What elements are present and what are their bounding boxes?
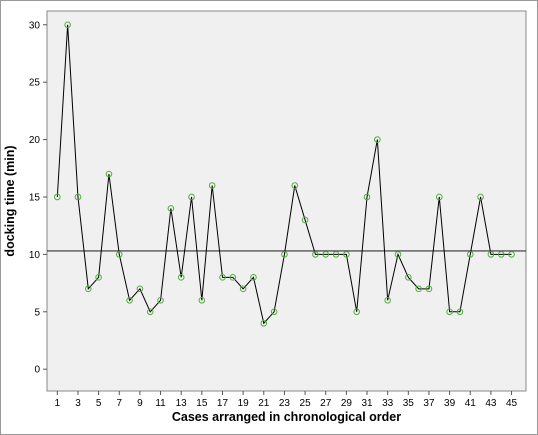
y-tick-label: 0 <box>34 365 40 376</box>
data-point <box>394 251 402 258</box>
x-tick-label: 25 <box>300 398 312 409</box>
y-tick-label: 20 <box>29 135 41 146</box>
data-point <box>84 285 92 293</box>
data-point <box>332 251 340 258</box>
data-point <box>466 251 474 258</box>
data-point <box>177 274 185 281</box>
data-point <box>115 251 123 258</box>
data-point <box>291 182 299 189</box>
x-tick-label: 35 <box>403 398 415 409</box>
data-point <box>219 274 226 281</box>
x-tick-label: 31 <box>361 398 373 409</box>
data-point <box>508 251 515 258</box>
y-tick-label: 25 <box>29 78 41 89</box>
data-point <box>477 193 484 201</box>
x-tick-label: 13 <box>176 398 188 409</box>
y-axis: 0 5 10 15 20 25 30 <box>29 20 47 376</box>
data-point <box>353 308 360 316</box>
data-point <box>198 297 206 304</box>
data-point <box>322 251 330 258</box>
data-point <box>374 136 381 143</box>
x-tick-label: 23 <box>279 398 291 409</box>
data-point <box>301 216 309 224</box>
data-point <box>456 308 464 316</box>
x-tick-label: 43 <box>485 398 497 409</box>
x-axis: 1 3 5 7 9 11 13 15 17 19 21 23 25 27 29 31 33 35 37 39 41 43 4… <box>55 391 518 409</box>
data-point <box>425 285 433 293</box>
x-tick-label: 19 <box>238 398 250 409</box>
x-tick-label: 5 <box>96 398 102 409</box>
data-point <box>497 251 505 258</box>
data-markers <box>54 21 515 327</box>
x-tick-label: 33 <box>382 398 394 409</box>
data-point <box>446 308 453 316</box>
data-point <box>105 170 113 178</box>
x-tick-label: 15 <box>196 398 208 409</box>
y-tick-label: 15 <box>29 192 41 203</box>
x-tick-label: 21 <box>258 398 270 409</box>
data-point <box>435 193 443 201</box>
data-point <box>250 274 257 281</box>
x-tick-label: 17 <box>217 398 229 409</box>
data-point <box>54 193 61 201</box>
data-point <box>270 308 278 316</box>
x-tick-label: 1 <box>55 398 61 409</box>
data-point <box>363 193 371 201</box>
x-tick-label: 7 <box>116 398 122 409</box>
x-tick-label: 37 <box>423 398 435 409</box>
data-point <box>146 308 154 316</box>
x-tick-label: 45 <box>506 398 518 409</box>
data-point <box>415 285 422 293</box>
data-point <box>126 297 133 304</box>
x-tick-label: 11 <box>155 398 166 409</box>
data-point <box>157 297 164 304</box>
data-point <box>312 251 319 258</box>
data-point <box>239 285 247 293</box>
x-tick-label: 3 <box>75 398 81 409</box>
x-tick-label: 9 <box>137 398 143 409</box>
data-point <box>208 182 216 189</box>
y-axis-title: docking time (min) <box>3 145 17 256</box>
data-point <box>229 274 237 281</box>
data-point <box>487 251 495 258</box>
data-point <box>281 251 288 258</box>
data-point <box>384 297 391 304</box>
x-tick-label: 29 <box>341 398 353 409</box>
plot-area <box>46 10 527 392</box>
series-line <box>56 24 512 325</box>
x-axis-title: Cases arranged in chronological order <box>172 410 401 424</box>
data-point <box>260 319 268 327</box>
x-tick-label: 27 <box>320 398 332 409</box>
data-point <box>167 205 175 212</box>
y-tick-label: 5 <box>34 307 40 318</box>
x-tick-label: 39 <box>444 398 456 409</box>
data-point <box>74 193 82 201</box>
data-point <box>188 193 195 201</box>
y-tick-label: 10 <box>29 250 41 261</box>
x-tick-label: 41 <box>465 398 477 409</box>
data-point <box>343 251 350 258</box>
y-tick-label: 30 <box>29 20 41 31</box>
data-point <box>95 274 102 281</box>
data-point <box>64 21 71 29</box>
data-point <box>405 274 412 281</box>
data-point <box>136 285 144 293</box>
